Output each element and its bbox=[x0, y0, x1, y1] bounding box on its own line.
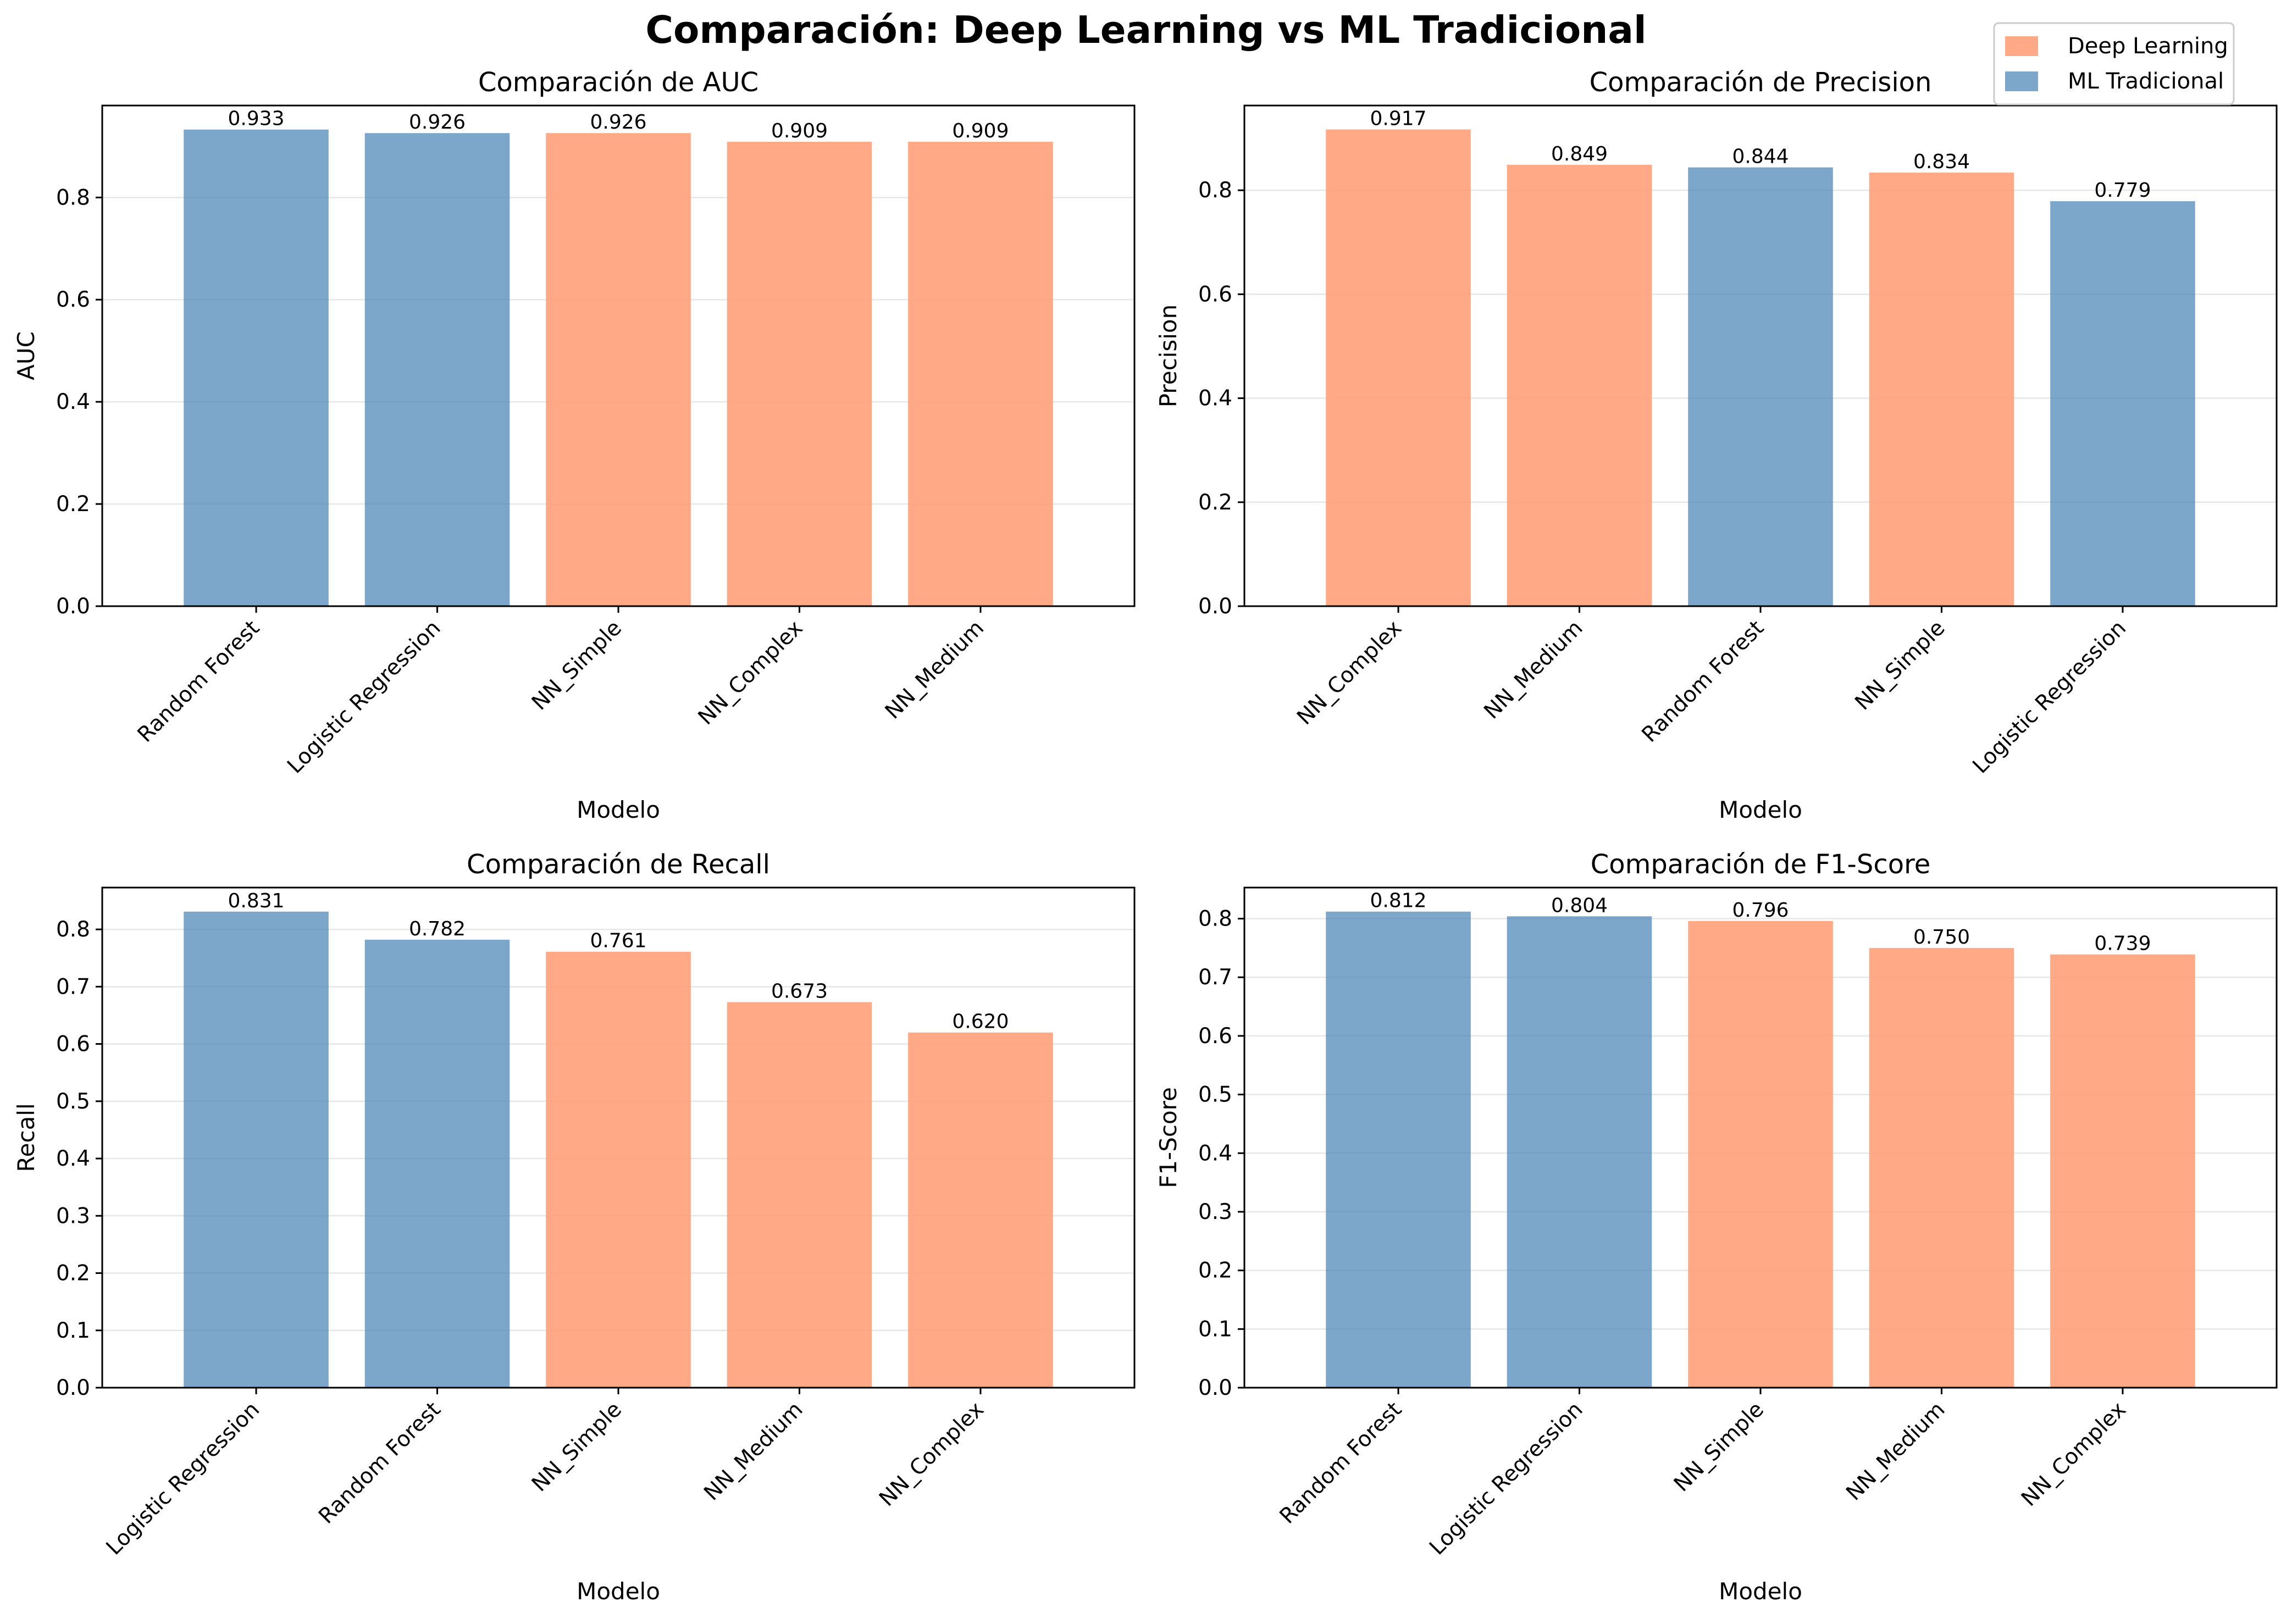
legend-swatch-deep-learning bbox=[2005, 36, 2038, 56]
figure-title: Comparación: Deep Learning vs ML Tradici… bbox=[645, 8, 1646, 52]
data-label: 0.804 bbox=[1551, 894, 1608, 917]
data-label: 0.761 bbox=[590, 930, 646, 952]
data-label: 0.917 bbox=[1370, 108, 1427, 130]
bar bbox=[908, 142, 1053, 607]
y-tick-label: 0.4 bbox=[1198, 386, 1232, 411]
data-label: 0.620 bbox=[952, 1011, 1009, 1033]
subplot-title: Comparación de AUC bbox=[478, 67, 759, 98]
y-tick-label: 0.7 bbox=[56, 974, 90, 999]
data-label: 0.831 bbox=[228, 890, 285, 912]
data-label: 0.909 bbox=[952, 120, 1009, 142]
y-tick-label: 0.6 bbox=[56, 287, 90, 312]
data-label: 0.782 bbox=[409, 918, 466, 940]
bar bbox=[1688, 921, 1833, 1388]
y-tick-label: 0.8 bbox=[1198, 907, 1232, 932]
data-label: 0.673 bbox=[771, 980, 828, 1002]
y-tick-label: 0.0 bbox=[1198, 1376, 1232, 1400]
y-tick-label: 0.5 bbox=[56, 1089, 90, 1114]
bar bbox=[1507, 916, 1652, 1388]
bar bbox=[184, 129, 329, 607]
y-tick-label: 0.0 bbox=[1198, 594, 1232, 619]
y-tick-label: 0.8 bbox=[1198, 178, 1232, 203]
data-label: 0.909 bbox=[771, 120, 828, 142]
y-tick-label: 0.2 bbox=[1198, 490, 1232, 515]
subplot-title: Comparación de F1-Score bbox=[1591, 849, 1931, 880]
y-tick-label: 0.4 bbox=[56, 390, 90, 414]
data-label: 0.844 bbox=[1732, 146, 1789, 168]
legend-swatch-ml-tradicional bbox=[2005, 71, 2038, 91]
bar bbox=[546, 133, 691, 607]
legend: Deep Learning ML Tradicional bbox=[1993, 22, 2235, 106]
data-label: 0.779 bbox=[2094, 179, 2151, 202]
y-tick-label: 0.2 bbox=[56, 1261, 90, 1286]
x-axis-label: Modelo bbox=[1719, 796, 1802, 823]
y-axis-label: Precision bbox=[1155, 304, 1182, 407]
bar bbox=[2050, 954, 2195, 1388]
data-label: 0.933 bbox=[228, 108, 285, 130]
data-label: 0.834 bbox=[1913, 151, 1970, 173]
bar bbox=[546, 951, 691, 1388]
y-tick-label: 0.1 bbox=[1198, 1317, 1232, 1342]
bar bbox=[1688, 167, 1833, 607]
bar bbox=[364, 939, 510, 1388]
y-axis-label: F1-Score bbox=[1155, 1087, 1182, 1188]
y-tick-label: 0.5 bbox=[1198, 1083, 1232, 1107]
y-axis-label: Recall bbox=[13, 1103, 40, 1172]
legend-label-ml-tradicional: ML Tradicional bbox=[2068, 69, 2224, 94]
y-tick-label: 0.4 bbox=[56, 1146, 90, 1171]
data-label: 0.849 bbox=[1551, 143, 1608, 165]
y-tick-label: 0.4 bbox=[1198, 1141, 1232, 1166]
y-tick-label: 0.0 bbox=[56, 594, 90, 619]
data-label: 0.796 bbox=[1732, 899, 1789, 922]
y-tick-label: 0.6 bbox=[1198, 1024, 1232, 1049]
y-tick-label: 0.6 bbox=[56, 1032, 90, 1057]
bar bbox=[2050, 201, 2195, 606]
bar bbox=[908, 1032, 1053, 1388]
y-axis-label: AUC bbox=[13, 331, 40, 380]
bar bbox=[1869, 947, 2014, 1388]
bar bbox=[1507, 164, 1652, 606]
bar bbox=[364, 133, 510, 607]
y-tick-label: 0.2 bbox=[56, 492, 90, 517]
bar bbox=[727, 1002, 872, 1388]
y-tick-label: 0.8 bbox=[56, 917, 90, 942]
bar bbox=[184, 911, 329, 1388]
x-axis-label: Modelo bbox=[577, 1578, 660, 1605]
legend-label-deep-learning: Deep Learning bbox=[2068, 34, 2228, 59]
data-label: 0.926 bbox=[409, 111, 466, 134]
y-tick-label: 0.1 bbox=[56, 1318, 90, 1343]
x-axis-label: Modelo bbox=[577, 796, 660, 823]
y-tick-label: 0.7 bbox=[1198, 965, 1232, 990]
y-tick-label: 0.6 bbox=[1198, 282, 1232, 307]
data-label: 0.750 bbox=[1913, 926, 1970, 949]
x-axis-label: Modelo bbox=[1719, 1578, 1802, 1605]
subplot-1: 0.933 0.926 0.926 0.909 0.909 0.0 0.2 0.4 0.6 0.8… bbox=[13, 67, 1136, 823]
bar bbox=[1869, 173, 2014, 606]
subplot-title: Comparación de Recall bbox=[467, 849, 770, 880]
y-tick-label: 0.3 bbox=[1198, 1200, 1232, 1224]
y-tick-label: 0.8 bbox=[56, 185, 90, 210]
y-tick-label: 0.0 bbox=[56, 1376, 90, 1400]
subplot-title: Comparación de Precision bbox=[1590, 67, 1932, 98]
bar bbox=[1326, 911, 1471, 1388]
y-tick-label: 0.3 bbox=[56, 1204, 90, 1228]
bar bbox=[727, 142, 872, 607]
data-label: 0.812 bbox=[1370, 890, 1427, 912]
data-label: 0.926 bbox=[590, 111, 646, 134]
bar bbox=[1326, 129, 1471, 606]
y-tick-label: 0.2 bbox=[1198, 1259, 1232, 1283]
legend-frame bbox=[1993, 22, 2235, 106]
data-label: 0.739 bbox=[2094, 933, 2151, 955]
